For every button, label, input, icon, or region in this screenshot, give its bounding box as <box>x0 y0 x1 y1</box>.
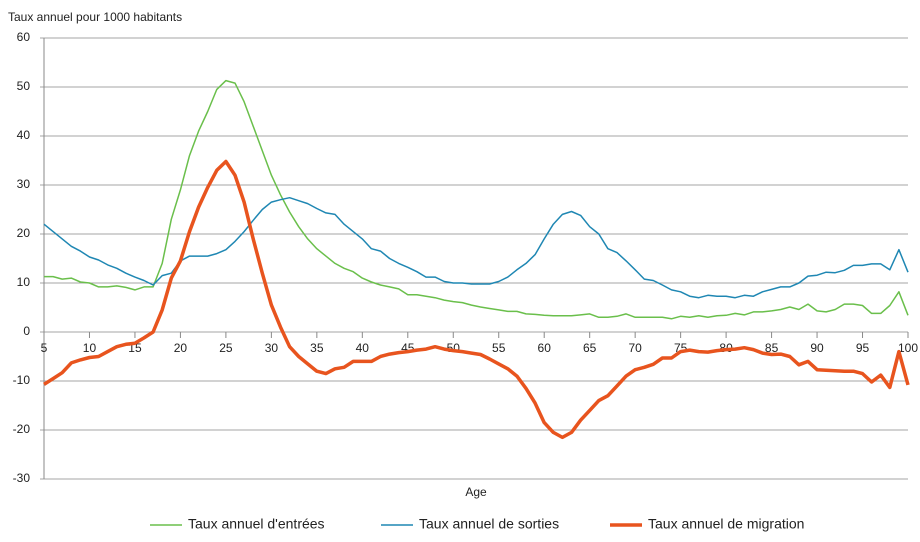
x-tick-label: 35 <box>310 341 324 355</box>
x-tick-label: 55 <box>492 341 506 355</box>
x-tick-label: 30 <box>265 341 279 355</box>
x-tick-label: 95 <box>856 341 870 355</box>
x-tick-label: 100 <box>898 341 918 355</box>
x-tick-label: 25 <box>219 341 233 355</box>
x-tick-label: 85 <box>765 341 779 355</box>
y-tick-label: 20 <box>17 226 31 240</box>
x-axis-title: Age <box>465 485 487 499</box>
y-tick-label: 10 <box>17 275 31 289</box>
series-line <box>43 159 910 440</box>
y-axis-title: Taux annuel pour 1000 habitants <box>8 10 182 24</box>
y-tick-label: 40 <box>17 128 31 142</box>
series-line <box>44 79 909 320</box>
x-tick-label: 65 <box>583 341 597 355</box>
y-tick-label: -20 <box>13 422 31 436</box>
x-tick-label: 40 <box>356 341 370 355</box>
x-tick-label: 5 <box>41 341 48 355</box>
legend-label: Taux annuel de migration <box>648 516 804 532</box>
y-tick-label: 0 <box>23 324 30 338</box>
y-tick-label: -10 <box>13 373 31 387</box>
x-tick-label: 90 <box>810 341 824 355</box>
x-tick-label: 20 <box>174 341 188 355</box>
series-line <box>43 196 909 299</box>
legend-label: Taux annuel de sorties <box>419 516 559 532</box>
x-tick-label: 70 <box>628 341 642 355</box>
legend-label: Taux annuel d'entrées <box>188 516 325 532</box>
y-tick-label: 60 <box>17 30 31 44</box>
y-tick-label: -30 <box>13 471 31 485</box>
y-tick-label: 50 <box>17 79 31 93</box>
x-tick-label: 10 <box>83 341 97 355</box>
y-tick-label: 30 <box>17 177 31 191</box>
x-tick-label: 60 <box>538 341 552 355</box>
